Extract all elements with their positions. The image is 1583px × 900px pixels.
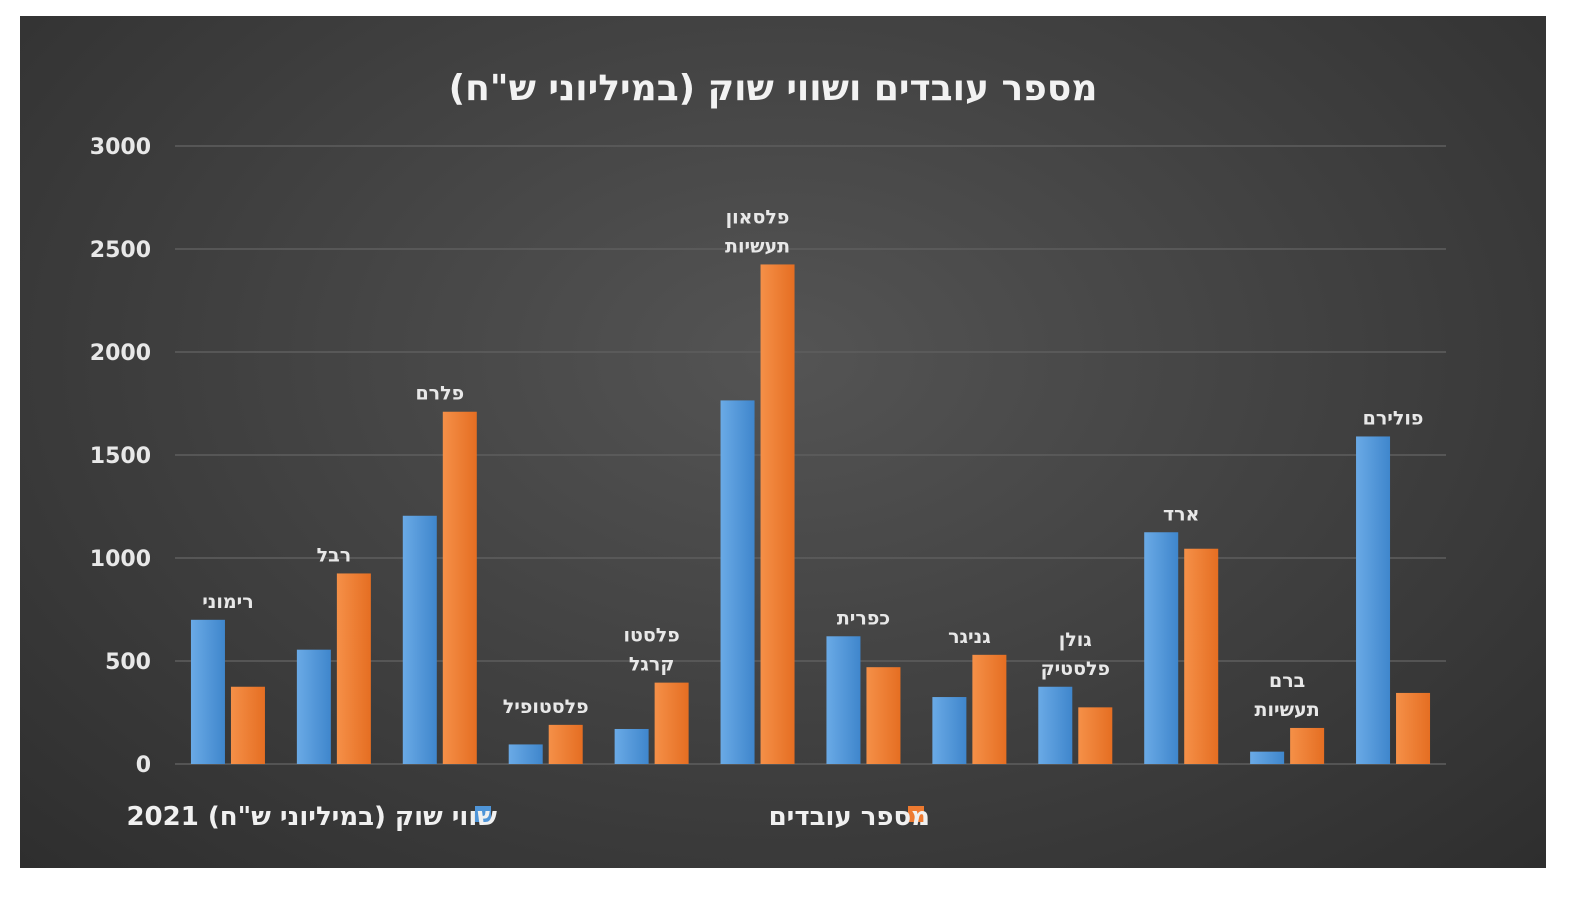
chart-title: מספר עובדים ושווי שוק (במיליוני ש"ח) <box>449 68 1098 109</box>
bar-market-value <box>508 744 543 764</box>
legend-label-employees: מספר עובדים <box>769 802 930 832</box>
y-tick-label: 0 <box>136 753 151 778</box>
category-label: תעשיות <box>725 235 790 257</box>
bar-chart: מספר עובדים ושווי שוק (במיליוני ש"ח) 0 50… <box>90 68 1446 832</box>
bar-employees <box>1290 727 1325 764</box>
bar-market-value <box>402 515 437 764</box>
bar-employees <box>972 654 1007 764</box>
legend-swatch-market-value <box>475 806 491 822</box>
gridlines <box>175 145 1446 765</box>
bar-employees <box>1078 707 1113 764</box>
category-label: גולן <box>1059 629 1092 651</box>
bar-employees <box>1184 548 1219 764</box>
bar-market-value <box>826 636 861 764</box>
y-axis-ticks: 0 500 1000 1500 2000 2500 3000 <box>90 135 151 778</box>
category-label: פלסטו <box>623 625 679 647</box>
category-label: רימוני <box>202 591 254 613</box>
bar-employees <box>1396 692 1431 764</box>
category-label: גניגר <box>948 626 991 648</box>
bars <box>190 264 1431 764</box>
category-label: רבל <box>317 544 352 566</box>
bar-employees <box>336 573 371 764</box>
y-tick-label: 1500 <box>90 444 151 469</box>
bar-market-value <box>1250 751 1285 764</box>
category-label: פלסטיק <box>1041 658 1110 680</box>
category-label: תעשיות <box>1255 699 1320 721</box>
bar-market-value <box>720 400 755 764</box>
bar-market-value <box>614 728 649 764</box>
category-label: פלסאון <box>726 206 790 228</box>
bar-employees <box>760 264 795 764</box>
bar-employees <box>548 724 583 764</box>
category-label: כפרית <box>837 607 890 629</box>
y-tick-label: 2000 <box>90 341 151 366</box>
legend-swatch-employees <box>908 806 924 822</box>
category-label: קרגל <box>629 654 674 676</box>
category-label: ברם <box>1269 670 1305 692</box>
category-label: פולירם <box>1363 407 1424 429</box>
legend: שווי שוק (במיליוני ש"ח) 2021 מספר עובדים <box>126 802 930 832</box>
y-tick-label: 1000 <box>90 547 151 572</box>
category-label: פלסטופיל <box>503 696 589 718</box>
chart-frame: מספר עובדים ושווי שוק (במיליוני ש"ח) 0 50… <box>20 16 1546 868</box>
bar-employees <box>230 686 265 764</box>
bar-market-value <box>190 619 225 764</box>
category-labels: רימוני רבל פלרם פלסטופיל פלסטו קרגל פלסאון תעשי… <box>202 206 1423 721</box>
bar-market-value <box>1144 532 1179 764</box>
bar-employees <box>442 411 477 764</box>
legend-label-market-value: שווי שוק (במיליוני ש"ח) 2021 <box>126 802 497 832</box>
bar-market-value <box>932 697 967 764</box>
y-tick-label: 2500 <box>90 238 151 263</box>
bar-market-value <box>1038 686 1073 764</box>
bar-employees <box>654 682 689 764</box>
y-tick-label: 500 <box>105 650 151 675</box>
bar-employees <box>866 667 901 764</box>
bar-market-value <box>296 649 331 764</box>
bar-market-value <box>1356 436 1391 764</box>
y-tick-label: 3000 <box>90 135 151 160</box>
category-label: ארד <box>1163 503 1199 525</box>
category-label: פלרם <box>415 383 464 405</box>
